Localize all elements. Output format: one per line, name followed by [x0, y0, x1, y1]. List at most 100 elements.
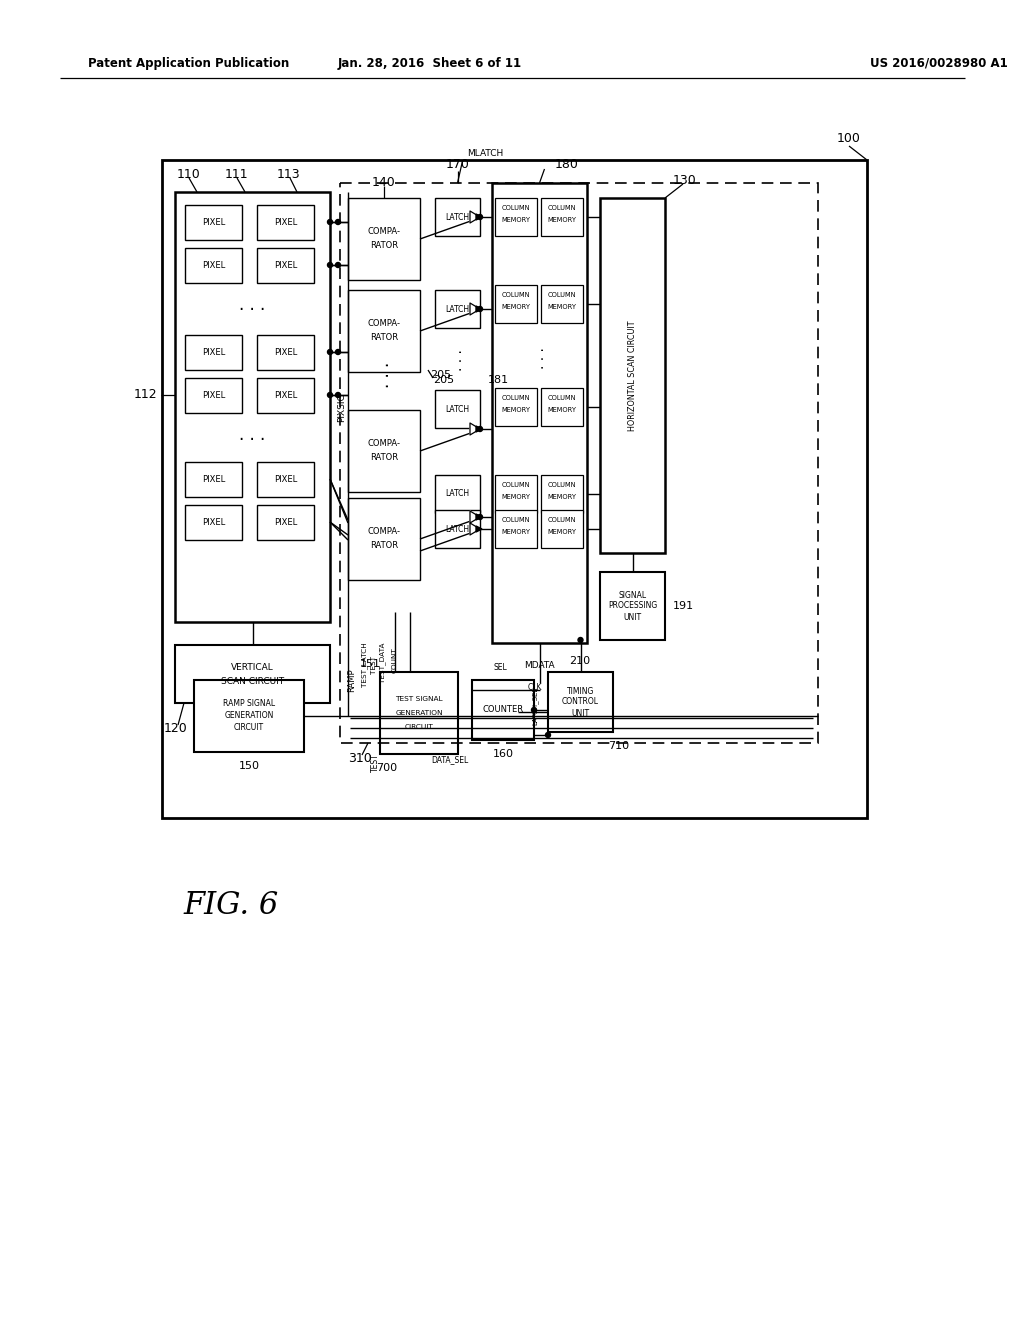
Text: COLUMN: COLUMN	[502, 205, 530, 211]
Text: 205: 205	[433, 375, 454, 385]
Text: FIG. 6: FIG. 6	[183, 890, 279, 921]
Text: 140: 140	[372, 177, 396, 190]
Text: LATCH: LATCH	[445, 490, 470, 499]
Circle shape	[336, 350, 341, 355]
Text: Patent Application Publication: Patent Application Publication	[88, 57, 289, 70]
Text: MEMORY: MEMORY	[502, 216, 530, 223]
Text: 160: 160	[493, 748, 513, 759]
Text: PIXEL: PIXEL	[202, 218, 225, 227]
Text: LATCH: LATCH	[445, 305, 470, 314]
Polygon shape	[476, 306, 482, 312]
Bar	[435, 389, 480, 428]
Bar	[541, 198, 583, 236]
Bar	[495, 388, 537, 426]
Bar	[257, 335, 314, 370]
Polygon shape	[470, 304, 480, 315]
Text: COLUMN: COLUMN	[547, 395, 575, 401]
Bar	[185, 506, 242, 540]
Text: TEST: TEST	[371, 754, 380, 772]
Text: RATOR: RATOR	[370, 453, 398, 462]
Text: 700: 700	[376, 763, 397, 774]
Bar	[340, 183, 818, 743]
Bar	[257, 205, 314, 240]
Text: SEL: SEL	[494, 664, 507, 672]
Text: RATOR: RATOR	[370, 333, 398, 342]
Text: UNIT: UNIT	[624, 612, 642, 622]
Bar	[185, 335, 242, 370]
Text: MEMORY: MEMORY	[547, 407, 575, 413]
Text: 205: 205	[430, 370, 452, 380]
Text: PIXEL: PIXEL	[202, 475, 225, 484]
Circle shape	[477, 515, 482, 520]
Text: DATA_SEL: DATA_SEL	[431, 755, 469, 764]
Text: MEMORY: MEMORY	[547, 494, 575, 500]
Text: 170: 170	[445, 158, 469, 172]
Text: PIXEL: PIXEL	[202, 261, 225, 271]
Text: PIXEL: PIXEL	[273, 475, 297, 484]
Bar	[185, 462, 242, 498]
Text: 100: 100	[837, 132, 861, 144]
Bar	[541, 285, 583, 323]
Text: COLUMN: COLUMN	[547, 205, 575, 211]
Text: LATCH: LATCH	[445, 404, 470, 413]
Text: MEMORY: MEMORY	[502, 494, 530, 500]
Bar	[348, 290, 420, 372]
Bar	[162, 160, 867, 818]
Text: 210: 210	[569, 656, 591, 667]
Bar	[348, 411, 420, 492]
Text: MEMORY: MEMORY	[502, 407, 530, 413]
Text: 181: 181	[488, 375, 509, 385]
Text: LATCH_SEL: LATCH_SEL	[531, 686, 539, 725]
Text: 120: 120	[164, 722, 187, 734]
Text: COMPA-: COMPA-	[368, 227, 400, 235]
Text: PIXEL: PIXEL	[202, 348, 225, 356]
Text: MEMORY: MEMORY	[547, 216, 575, 223]
Circle shape	[336, 392, 341, 397]
Text: CIRCUIT: CIRCUIT	[404, 723, 433, 730]
Bar	[541, 388, 583, 426]
Bar	[435, 290, 480, 327]
Text: 151: 151	[360, 659, 381, 669]
Text: COMPA-: COMPA-	[368, 527, 400, 536]
Polygon shape	[470, 422, 480, 436]
Text: COLUMN: COLUMN	[502, 517, 530, 523]
Text: SCAN CIRCUIT: SCAN CIRCUIT	[221, 676, 284, 685]
Text: 191: 191	[673, 601, 694, 611]
Text: COLUMN: COLUMN	[547, 482, 575, 488]
Text: . . .: . . .	[375, 362, 393, 388]
Polygon shape	[470, 211, 480, 223]
Circle shape	[477, 426, 482, 432]
Text: MLATCH: MLATCH	[468, 149, 504, 157]
Text: MEMORY: MEMORY	[502, 529, 530, 535]
Text: COLUMN: COLUMN	[547, 292, 575, 298]
Polygon shape	[476, 525, 482, 532]
Text: HORIZONTAL SCAN CIRCUIT: HORIZONTAL SCAN CIRCUIT	[628, 321, 637, 430]
Text: MEMORY: MEMORY	[547, 304, 575, 310]
Text: RATOR: RATOR	[370, 240, 398, 249]
Bar	[257, 378, 314, 413]
Bar	[185, 205, 242, 240]
Bar	[185, 378, 242, 413]
Text: GENERATION: GENERATION	[224, 711, 273, 721]
Circle shape	[336, 263, 341, 268]
Polygon shape	[470, 523, 480, 535]
Text: 113: 113	[278, 168, 301, 181]
Circle shape	[328, 392, 333, 397]
Text: LATCH: LATCH	[445, 524, 470, 533]
Circle shape	[531, 708, 537, 713]
Text: . . .: . . .	[532, 347, 547, 368]
Bar	[185, 248, 242, 282]
Text: COLUMN: COLUMN	[547, 517, 575, 523]
Text: COMPA-: COMPA-	[368, 438, 400, 447]
Bar	[175, 645, 330, 704]
Text: PIXEL: PIXEL	[273, 218, 297, 227]
Circle shape	[546, 733, 551, 738]
Text: PIXEL: PIXEL	[202, 391, 225, 400]
Bar	[541, 475, 583, 513]
Text: CONTROL: CONTROL	[562, 697, 599, 706]
Text: 150: 150	[239, 762, 259, 771]
Circle shape	[336, 219, 341, 224]
Bar	[257, 506, 314, 540]
Circle shape	[477, 214, 482, 219]
Text: . . .: . . .	[240, 296, 265, 314]
